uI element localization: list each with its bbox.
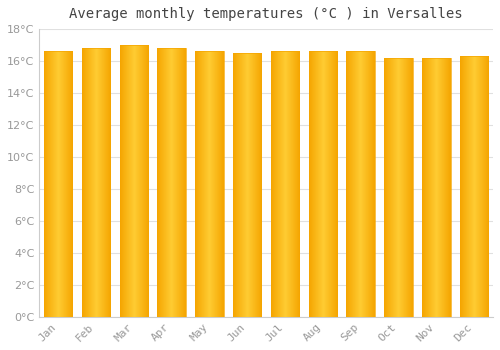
Bar [44,51,72,317]
Bar [158,48,186,317]
Bar [233,53,262,317]
Bar [460,56,488,317]
Bar [384,58,412,317]
Bar [271,51,299,317]
Title: Average monthly temperatures (°C ) in Versalles: Average monthly temperatures (°C ) in Ve… [70,7,463,21]
Bar [195,51,224,317]
Bar [422,58,450,317]
Bar [346,51,375,317]
Bar [82,48,110,317]
Bar [308,51,337,317]
Bar [120,45,148,317]
